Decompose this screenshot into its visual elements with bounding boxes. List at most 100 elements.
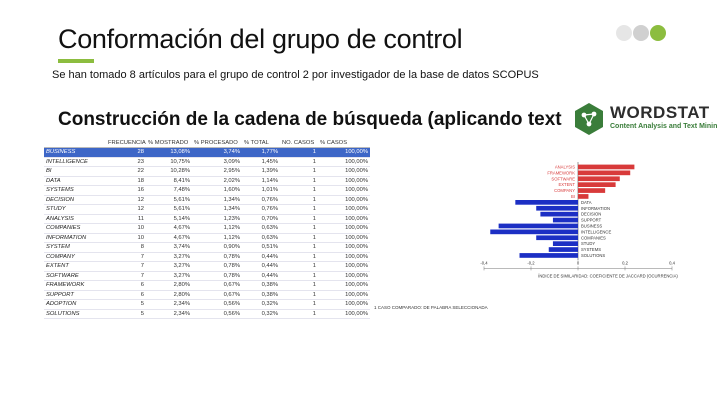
keyword-cell: SYSTEM (44, 242, 106, 253)
keyword-cell: FRAMEWORK (44, 280, 106, 291)
table-row[interactable]: INFORMATION 10 4,67% 1,12% 0,63% 1 100,00% (44, 233, 370, 243)
x-tick-label: -0,2 (527, 260, 535, 265)
value-cell: 3,27% (146, 261, 192, 272)
value-cell: 1 (280, 185, 318, 196)
value-cell: 100,00% (318, 204, 370, 215)
chart-bar[interactable] (578, 170, 631, 176)
chart-bar[interactable] (578, 194, 589, 199)
keyword-cell: SOFTWARE (44, 271, 106, 281)
chart-bar[interactable] (578, 188, 606, 193)
value-cell: 100,00% (318, 195, 370, 205)
x-axis-label: ÍNDICE DE SIMILARIDAD: COEFICIENTE DE JA… (538, 273, 678, 278)
value-cell: 1 (280, 195, 318, 205)
table-row[interactable]: SYSTEMS 16 7,48% 1,60% 1,01% 1 100,00% (44, 185, 370, 196)
table-header-row: FRECUENCIA% MOSTRADO% PROCESADO% TOTAL NO… (44, 139, 370, 148)
column-header[interactable]: FRECUENCIA (106, 139, 146, 148)
frequency-grid: FRECUENCIA% MOSTRADO% PROCESADO% TOTAL NO… (44, 139, 370, 319)
nav-dot-3[interactable] (650, 25, 666, 41)
chart-bar[interactable] (536, 235, 578, 241)
value-cell: 1,34% (192, 195, 242, 205)
value-cell: 1 (280, 214, 318, 224)
column-header[interactable]: % TOTAL (242, 139, 280, 148)
value-cell: 100,00% (318, 252, 370, 262)
value-cell: 10,28% (146, 166, 192, 177)
value-cell: 1 (280, 176, 318, 186)
column-header[interactable]: NO. CASOS (280, 139, 318, 148)
value-cell: 1 (280, 223, 318, 234)
chart-bar[interactable] (548, 247, 578, 252)
table-row[interactable]: SUPPORT 6 2,80% 0,67% 0,38% 1 100,00% (44, 290, 370, 300)
value-cell: 0,44% (242, 252, 280, 262)
value-cell: 1 (280, 309, 318, 319)
category-label: DATA (581, 200, 592, 205)
value-cell: 1,45% (242, 157, 280, 167)
value-cell: 0,44% (242, 261, 280, 272)
table-row[interactable]: BUSINESS 28 13,08% 3,74% 1,77% 1 100,00% (44, 147, 370, 158)
table-row[interactable]: BI 22 10,28% 2,95% 1,39% 1 100,00% (44, 166, 370, 177)
value-cell: 3,74% (146, 242, 192, 253)
value-cell: 1 (280, 271, 318, 281)
table-row[interactable]: ANALYSIS 11 5,14% 1,23% 0,70% 1 100,00% (44, 214, 370, 224)
category-label: STUDY (581, 241, 595, 246)
table-row[interactable]: INTELLIGENCE 23 10,75% 3,09% 1,45% 1 100,00% (44, 157, 370, 167)
value-cell: 100,00% (318, 280, 370, 291)
table-row[interactable]: FRAMEWORK 6 2,80% 0,67% 0,38% 1 100,00% (44, 280, 370, 291)
value-cell: 0,76% (242, 204, 280, 215)
chart-bar[interactable] (515, 200, 578, 205)
value-cell: 12 (106, 204, 146, 215)
category-label: EXTENT (558, 182, 575, 187)
table-row[interactable]: STUDY 12 5,61% 1,34% 0,76% 1 100,00% (44, 204, 370, 215)
table-row[interactable]: DECISION 12 5,61% 1,34% 0,76% 1 100,00% (44, 195, 370, 205)
keyword-cell: DATA (44, 176, 106, 186)
table-row[interactable]: SOFTWARE 7 3,27% 0,78% 0,44% 1 100,00% (44, 271, 370, 281)
chart-bar[interactable] (519, 253, 578, 258)
value-cell: 100,00% (318, 233, 370, 243)
keyword-cell: COMPANIES (44, 223, 106, 234)
value-cell: 0,56% (192, 299, 242, 310)
chart-bar[interactable] (498, 223, 578, 229)
keyword-cell: ADOPTION (44, 299, 106, 310)
keyword-cell: INTELLIGENCE (44, 157, 106, 167)
chart-bar[interactable] (552, 241, 578, 246)
keyword-cell: STUDY (44, 204, 106, 215)
table-row[interactable]: SYSTEM 8 3,74% 0,90% 0,51% 1 100,00% (44, 242, 370, 253)
chart-bar[interactable] (540, 211, 578, 217)
table-row[interactable]: COMPANIES 10 4,67% 1,12% 0,63% 1 100,00% (44, 223, 370, 234)
chart-bar[interactable] (490, 229, 578, 235)
keyword-cell: INFORMATION (44, 233, 106, 243)
value-cell: 0,32% (242, 299, 280, 310)
value-cell: 1,12% (192, 223, 242, 234)
value-cell: 3,09% (192, 157, 242, 167)
value-cell: 5,14% (146, 214, 192, 224)
keyword-cell: SOLUTIONS (44, 309, 106, 319)
table-row[interactable]: DATA 18 8,41% 2,02% 1,14% 1 100,00% (44, 176, 370, 186)
keyword-cell: ANALYSIS (44, 214, 106, 224)
value-cell: 1 (280, 290, 318, 300)
chart-bar[interactable] (578, 164, 635, 170)
table-row[interactable]: EXTENT 7 3,27% 0,78% 0,44% 1 100,00% (44, 261, 370, 272)
x-tick-label: 0,4 (669, 260, 675, 265)
chart-bar[interactable] (578, 182, 616, 187)
similarity-bar-chart: ANALYSISFRAMEWORKSOFTWAREEXTENTCOMPANYBI… (480, 162, 678, 278)
nav-dot-1[interactable] (616, 25, 632, 41)
table-row[interactable]: COMPANY 7 3,27% 0,78% 0,44% 1 100,00% (44, 252, 370, 262)
value-cell: 0,90% (192, 242, 242, 253)
nav-dot-2[interactable] (633, 25, 649, 41)
column-header[interactable]: % MOSTRADO (146, 139, 192, 148)
value-cell: 1 (280, 252, 318, 262)
column-header[interactable] (44, 139, 106, 148)
value-cell: 28 (106, 147, 146, 158)
title-underline (58, 59, 94, 63)
chart-bar[interactable] (552, 217, 578, 223)
table-row[interactable]: SOLUTIONS 5 2,34% 0,56% 0,32% 1 100,00% (44, 309, 370, 319)
keyword-cell: COMPANY (44, 252, 106, 262)
slide-subtitle: Se han tomado 8 artículos para el grupo … (52, 69, 539, 81)
table-row[interactable]: ADOPTION 5 2,34% 0,56% 0,32% 1 100,00% (44, 299, 370, 310)
value-cell: 100,00% (318, 157, 370, 167)
logo-wordmark: WORDSTAT (610, 103, 710, 122)
chart-bar[interactable] (536, 205, 578, 211)
column-header[interactable]: % PROCESADO (192, 139, 242, 148)
column-header[interactable]: % CASOS (318, 139, 370, 148)
value-cell: 100,00% (318, 290, 370, 300)
chart-bar[interactable] (578, 176, 620, 182)
